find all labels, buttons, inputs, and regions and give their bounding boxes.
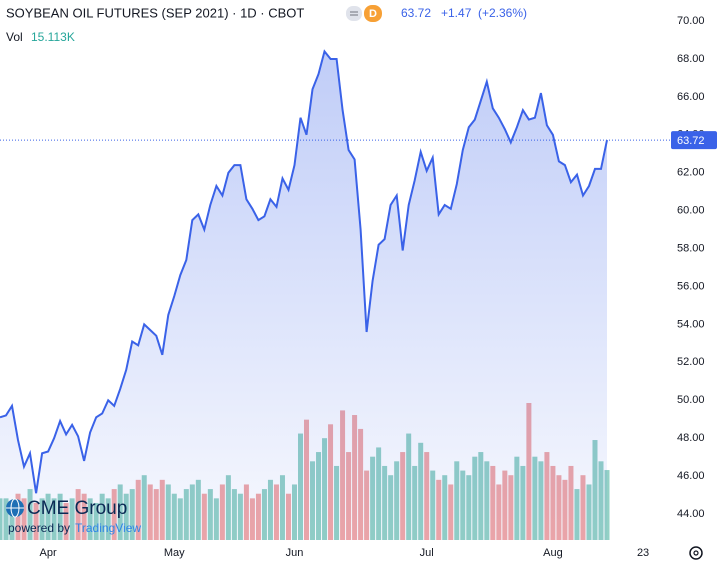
quote-change-pct: (+2.36%) (478, 6, 527, 20)
y-tick-label: 60.00 (677, 205, 705, 217)
y-tick-label: 52.00 (677, 356, 705, 368)
y-tick-label: 68.00 (677, 53, 705, 65)
y-tick-label: 70.00 (677, 15, 705, 27)
y-tick-label: 46.00 (677, 470, 705, 482)
price-line (0, 49, 608, 494)
y-tick-label: 66.00 (677, 91, 705, 103)
logo-name[interactable]: CME Group (27, 498, 127, 519)
volume-label: Vol (6, 30, 23, 44)
quote-last: 63.72 (401, 6, 431, 20)
volume-last: 15.113K (31, 30, 75, 44)
y-tick-label: 62.00 (677, 167, 705, 179)
x-tick-label: Aug (543, 547, 563, 559)
settings-icon-center (693, 550, 699, 556)
symbol-title: SOYBEAN OIL FUTURES (SEP 2021) · 1D · CB… (6, 5, 304, 20)
price-layer (0, 49, 670, 541)
last-price-label: 63.72 (677, 135, 705, 147)
badge-text: D (369, 8, 377, 20)
indicator-icon[interactable] (346, 6, 362, 21)
price-axis-bg (670, 0, 718, 564)
y-tick-label: 44.00 (677, 508, 705, 520)
y-tick-label: 58.00 (677, 242, 705, 254)
y-tick-label: 50.00 (677, 394, 705, 406)
x-tick-label: Jun (286, 547, 304, 559)
logo-powered: powered by (8, 521, 70, 535)
y-tick-label: 54.00 (677, 318, 705, 330)
volume-bar (604, 470, 610, 540)
last-price-box (671, 131, 717, 150)
y-tick-label: 56.00 (677, 280, 705, 292)
x-tick-label: Jul (420, 547, 434, 559)
settings-icon[interactable] (689, 546, 703, 560)
price-area (0, 51, 607, 541)
y-tick-label: 48.00 (677, 432, 705, 444)
x-tick-label: May (164, 547, 185, 559)
quote-change: +1.47 (441, 6, 472, 20)
badge[interactable] (364, 5, 382, 22)
time-axis-bg (0, 540, 718, 564)
logo-brand[interactable]: TradingView (75, 521, 141, 535)
x-tick-label: Apr (40, 547, 57, 559)
x-tick-label: 23 (637, 547, 649, 559)
